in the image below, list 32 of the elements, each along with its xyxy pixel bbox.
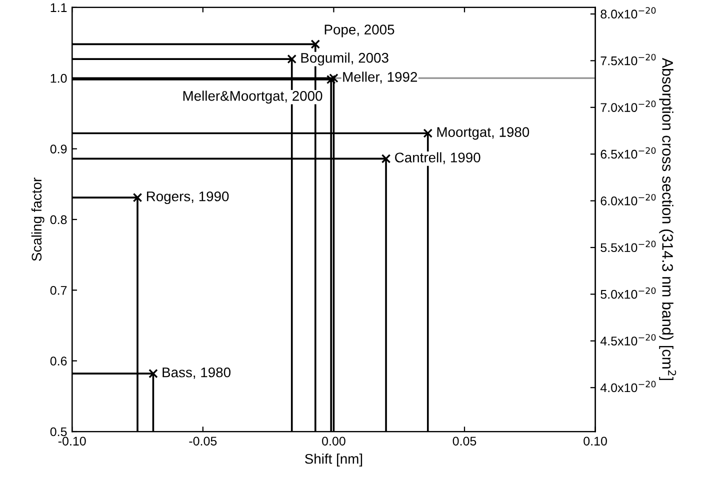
annotation: Bass, 1980 (162, 367, 230, 379)
x-tick-label: 0.05 (452, 436, 476, 446)
y-tick-label: 0.6 (50, 356, 67, 366)
y2-tick-label: 5.5x10$^{−20}$ (600, 240, 656, 252)
y2-tick-label: 6.0x10$^{−20}$ (600, 194, 656, 206)
y2-tick-label: 5.0x10$^{−20}$ (600, 287, 656, 299)
x-tick-label: -0.05 (189, 436, 217, 446)
annotation: Meller, 1992 (343, 72, 418, 84)
y2-tick-label: 4.0x10$^{−20}$ (600, 380, 656, 392)
annotation: Cantrell, 1990 (395, 152, 480, 164)
y2-tick-label: 7.0x10$^{−20}$ (600, 100, 656, 112)
y-tick-label: 0.9 (50, 144, 67, 154)
y-axis-title: Scaling factor (31, 178, 44, 261)
annotation: Pope, 2005 (324, 24, 394, 38)
x-tick-label: 0.00 (322, 436, 346, 446)
x-tick-label: -0.10 (58, 436, 86, 446)
y2-tick-label: 4.5x10$^{−20}$ (600, 334, 656, 346)
y2-tick-label: 7.5x10$^{−20}$ (600, 54, 656, 66)
y-tick-label: 1.1 (50, 3, 67, 12)
y2-tick-label: 8.0x10$^{−20}$ (600, 7, 656, 19)
annotation: Meller&Moortgat, 2000 (183, 90, 322, 104)
annotation: Rogers, 1990 (146, 191, 229, 204)
y-tick-label: 0.7 (50, 286, 67, 295)
y2-tick-label: 6.5x10$^{−20}$ (600, 147, 656, 159)
x-axis-title: Shift [nm] (305, 454, 362, 467)
x-tick-label: 0.10 (584, 436, 607, 446)
y-tick-label: 1.0 (50, 74, 67, 83)
y-tick-label: 0.5 (50, 427, 67, 436)
y-tick-label: 0.8 (50, 215, 67, 224)
annotation: Moortgat, 1980 (437, 127, 530, 140)
y2-axis-title: Absorption cross section (314.3 nm band) [cm$^{2}$] (659, 58, 676, 380)
annotation: Bogumil, 2003 (301, 52, 388, 66)
